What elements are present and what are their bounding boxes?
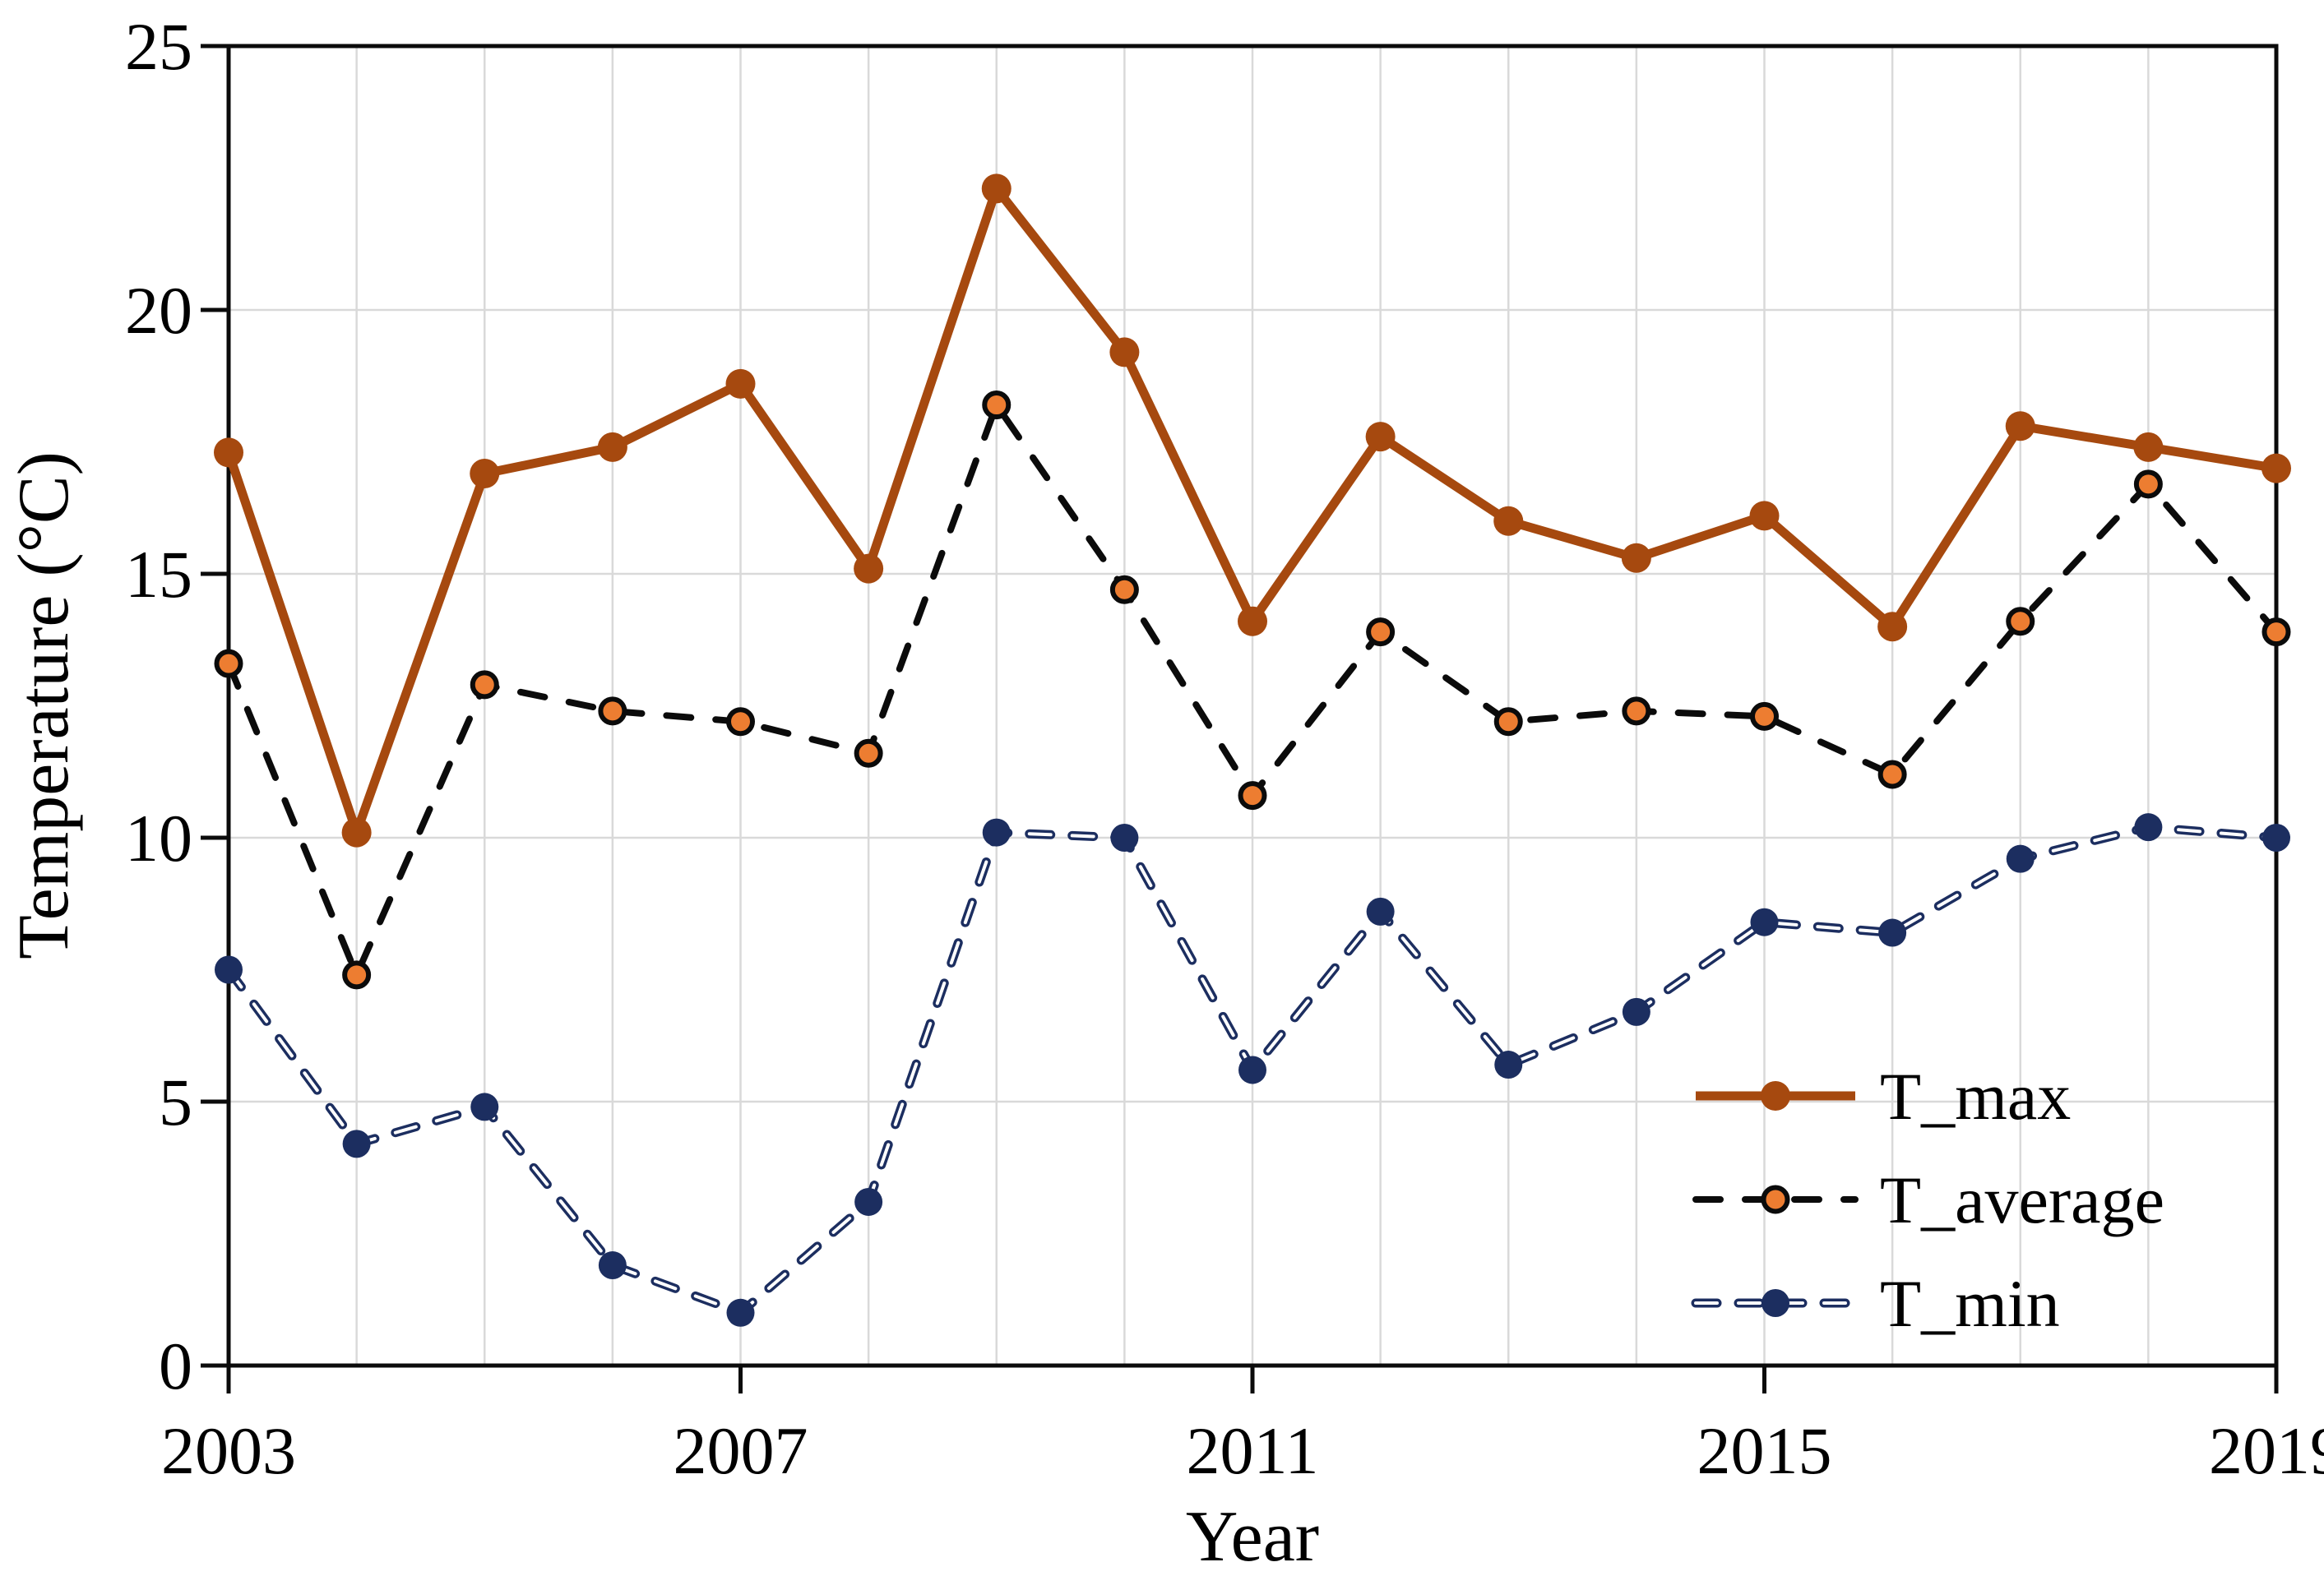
data-point-t-max [470,459,500,489]
data-point-t-max [1109,337,1140,367]
x-tick-label: 2007 [674,1413,808,1488]
data-point-t-average [1238,781,1267,811]
legend-label: T_average [1880,1162,2164,1237]
data-point-t-min [1494,1051,1523,1079]
legend-marker-t-average [1761,1185,1790,1214]
data-point-t-average [214,649,243,678]
data-point-t-max [214,437,243,468]
data-point-t-max [597,432,627,462]
data-point-t-average [1877,760,1907,789]
data-point-t-average [598,696,627,726]
data-point-t-min [1622,997,1650,1026]
y-axis-title: Temperature (°C) [4,451,84,959]
data-point-t-average [470,670,499,700]
data-point-t-average [1750,701,1779,731]
y-tick-label: 20 [125,273,192,348]
data-point-t-min [215,955,243,984]
y-tick-label: 25 [125,9,192,84]
data-point-t-max [1621,543,1651,573]
data-point-t-average [2006,607,2035,636]
y-tick-label: 10 [125,801,192,876]
x-tick-label: 2019 [2209,1413,2324,1488]
data-point-t-average [726,707,755,737]
data-point-t-max [2262,453,2291,483]
data-point-t-min [1238,1056,1266,1084]
data-point-t-max [854,553,884,584]
data-point-t-max [2005,411,2035,441]
x-tick-label: 2015 [1697,1413,1832,1488]
data-point-t-min [1110,824,1139,852]
data-point-t-min [342,1130,371,1158]
data-point-t-min [726,1298,755,1327]
data-point-t-max [981,173,1012,204]
data-point-t-average [1622,696,1651,726]
gridlines [229,46,2276,1366]
data-point-t-min [598,1251,627,1280]
data-point-t-average [1493,707,1523,737]
data-point-t-max [1493,506,1524,536]
legend-marker-t-max [1761,1081,1790,1111]
x-axis-title: Year [1186,1497,1319,1576]
data-point-t-max [1749,501,1780,531]
data-point-t-min [1750,908,1779,936]
data-point-t-average [1366,617,1396,647]
x-tick-label: 2003 [161,1413,296,1488]
axis-ticks [201,44,2279,1393]
data-point-t-min [1366,897,1395,926]
legend-marker-t-min [1762,1289,1789,1317]
y-tick-label: 0 [159,1329,192,1403]
y-tick-label: 15 [125,537,192,612]
data-point-t-average [854,738,883,768]
data-point-t-max [2133,432,2164,462]
x-tick-label: 2011 [1187,1413,1319,1488]
data-point-t-min [982,818,1011,847]
data-point-t-min [470,1093,499,1121]
data-point-t-max [1238,606,1267,636]
data-point-t-min [854,1187,883,1216]
data-point-t-average [2262,617,2291,647]
legend: T_max T_average T_min [1691,1059,2164,1341]
data-point-t-average [982,391,1012,420]
legend-label: T_min [1880,1266,2060,1341]
data-point-t-max [1877,612,1908,642]
data-point-t-min [2006,844,2035,873]
data-point-t-average [342,960,372,990]
y-tick-label: 5 [159,1065,192,1139]
data-point-t-max [1365,422,1396,452]
data-point-t-average [2133,469,2163,499]
data-point-t-max [725,368,756,399]
data-point-t-min [2134,813,2163,842]
data-point-t-min [2262,824,2290,852]
legend-label: T_max [1880,1059,2071,1134]
data-point-t-min [1878,918,1907,947]
data-point-t-max [341,817,372,848]
data-point-t-average [1109,575,1139,604]
